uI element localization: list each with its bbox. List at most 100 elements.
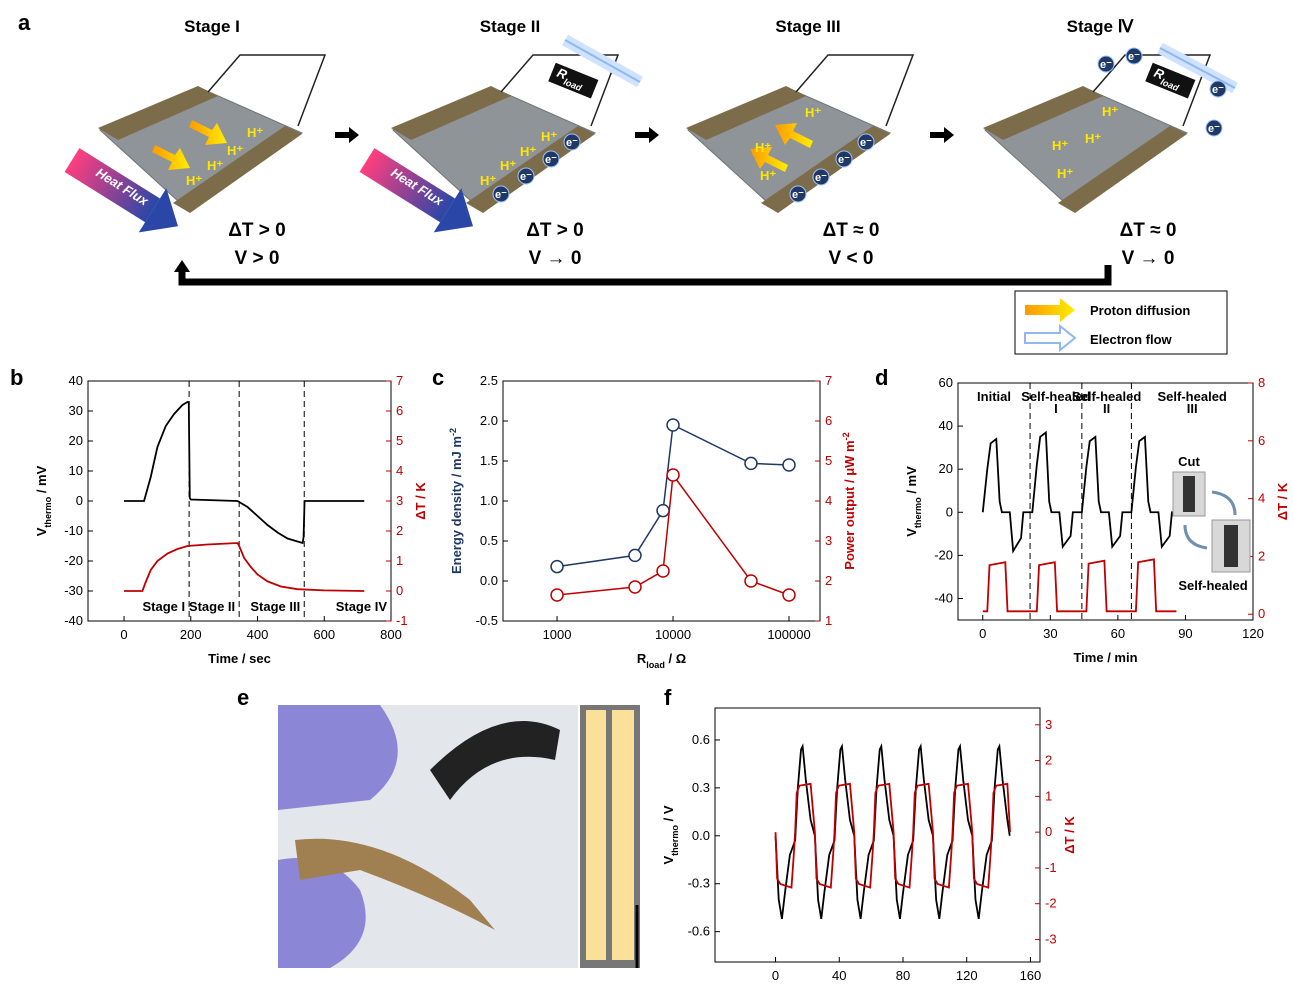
x-tick-label: 0 — [979, 626, 986, 641]
ion-label: e⁻ — [1100, 59, 1112, 71]
y2-tick-label: 3 — [1045, 717, 1052, 732]
y2-tick-label: -1 — [1045, 860, 1057, 875]
y2-tick-label: 0 — [396, 583, 403, 598]
y2-axis-label: ΔT / K — [1062, 816, 1077, 854]
x-axis-label-part: load — [646, 660, 665, 670]
y2-axis-label-part: ΔT / K — [413, 482, 428, 520]
inset-arrow — [1185, 525, 1207, 548]
y2-tick-label: 1 — [1045, 788, 1052, 803]
series-line — [124, 543, 364, 591]
y2-tick-label: 0 — [1045, 824, 1052, 839]
marker — [629, 549, 641, 561]
x-tick-label: 160 — [1020, 968, 1042, 983]
x-axis-label-part: Time / sec — [208, 651, 271, 666]
ion-label: H⁺ — [755, 140, 771, 155]
x-tick-label: 120 — [956, 968, 978, 983]
marker — [667, 419, 679, 431]
segment-label: Initial — [977, 389, 1011, 404]
y-axis-label-part: -2 — [448, 428, 458, 436]
y-axis-label-part: thermo — [670, 825, 680, 856]
segment-label: I — [1054, 401, 1058, 416]
ion-label: e⁻ — [1208, 123, 1220, 135]
ion-label: e⁻ — [566, 137, 578, 149]
y2-tick-label: 2 — [825, 573, 832, 588]
step-arrow — [635, 127, 659, 143]
ion-label: H⁺ — [500, 158, 516, 173]
y2-axis-label-part: -2 — [841, 432, 851, 440]
y-tick-label: -0.6 — [688, 924, 710, 939]
x-axis-label-part: / Ω — [665, 651, 686, 666]
panel-letter: b — [10, 365, 23, 390]
x-tick-label: 80 — [896, 968, 910, 983]
stage-title: Stage Ⅳ — [1067, 17, 1135, 36]
marker — [783, 589, 795, 601]
series-line — [983, 433, 1177, 552]
y2-tick-label: -2 — [1045, 896, 1057, 911]
y-tick-label: 40 — [69, 373, 83, 388]
page: Proton diffusion Electron flow abcdefSta… — [0, 0, 1293, 994]
y2-tick-label: 3 — [825, 533, 832, 548]
ion-label: e⁻ — [545, 154, 557, 166]
ion-label: e⁻ — [1212, 84, 1224, 96]
segment-label: III — [1187, 401, 1198, 416]
ion-label: H⁺ — [760, 168, 776, 183]
y2-tick-label: 2 — [396, 523, 403, 538]
y2-tick-label: 6 — [825, 413, 832, 428]
y2-tick-label: 2 — [1045, 753, 1052, 768]
marker — [745, 575, 757, 587]
y-axis-label-part: V — [661, 856, 676, 865]
x-axis-label: Time / sec — [208, 651, 271, 666]
legend-label: Electron flow — [1090, 332, 1173, 347]
y-axis-label: Vthermo / mV — [904, 466, 923, 537]
marker — [629, 581, 641, 593]
panel-letter: a — [18, 10, 31, 35]
ion-label: H⁺ — [541, 129, 557, 144]
y2-tick-label: 4 — [825, 493, 832, 508]
y-tick-label: 1.5 — [480, 453, 498, 468]
figure: Proton diffusion Electron flow abcdefSta… — [0, 0, 1293, 994]
y2-tick-label: 1 — [825, 613, 832, 628]
y-axis-label: Vthermo / mV — [34, 465, 53, 536]
marker — [783, 459, 795, 471]
x-tick-label: 40 — [832, 968, 846, 983]
step-arrow — [335, 127, 359, 143]
ion-label: e⁻ — [815, 172, 827, 184]
stage-title: Stage II — [480, 17, 540, 36]
x-tick-label: 200 — [180, 627, 202, 642]
y2-axis-label: Power output / μW m-2 — [841, 432, 857, 569]
y-tick-label: 2.5 — [480, 373, 498, 388]
y2-tick-label: 5 — [396, 433, 403, 448]
ion-label: H⁺ — [805, 105, 821, 120]
stage-condition: V > 0 — [235, 248, 280, 269]
panel-letter: f — [664, 685, 672, 710]
inset-arrow — [1212, 492, 1235, 515]
ion-label: H⁺ — [207, 158, 223, 173]
stage-condition: ΔT > 0 — [228, 220, 285, 241]
stage-label: Stage IV — [336, 599, 388, 614]
x-axis-label: Rload / Ω — [637, 651, 686, 670]
y2-axis-label-part: ΔT / K — [1062, 816, 1077, 854]
series-line — [124, 402, 364, 543]
y-tick-label: 20 — [939, 461, 953, 476]
y-tick-label: 30 — [69, 403, 83, 418]
ion-label: e⁻ — [792, 189, 804, 201]
stage-condition: V < 0 — [829, 248, 874, 269]
step-arrow — [930, 127, 954, 143]
y-axis-label-part: / mV — [34, 465, 49, 496]
y2-tick-label: -1 — [396, 613, 408, 628]
y-tick-label: 0 — [76, 493, 83, 508]
y-tick-label: -40 — [64, 613, 83, 628]
series-line — [557, 425, 789, 567]
y-axis-label-part: / V — [661, 805, 676, 825]
y2-tick-label: 3 — [396, 493, 403, 508]
series-line — [983, 559, 1177, 611]
marker — [657, 505, 669, 517]
y-tick-label: 40 — [939, 418, 953, 433]
y-tick-label: 0.0 — [692, 828, 710, 843]
y-tick-label: 10 — [69, 463, 83, 478]
ion-label: H⁺ — [480, 173, 496, 188]
ion-label: e⁻ — [860, 137, 872, 149]
marker — [551, 589, 563, 601]
y-tick-label: 60 — [939, 375, 953, 390]
stage-condition: ΔT ≈ 0 — [823, 220, 880, 241]
